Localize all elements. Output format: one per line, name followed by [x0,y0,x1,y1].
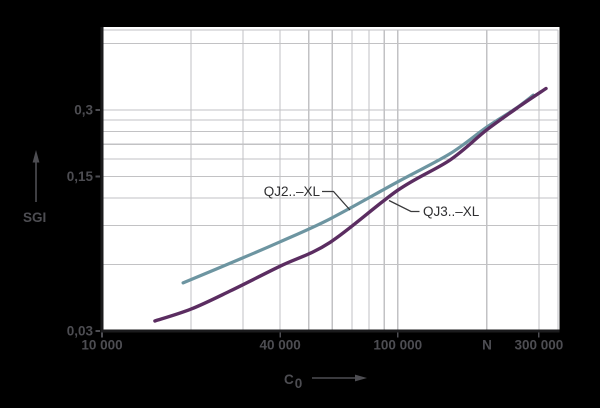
plot-area [100,27,560,332]
axes [100,27,560,333]
series-label-qj2: QJ2..–XL [264,184,321,199]
x-tick-label-40000: 40 000 [259,338,300,353]
x-tick-label-300000: 300 000 [515,338,564,353]
curves [153,86,548,323]
gridlines [102,29,559,331]
qj3-leader-line [388,199,420,213]
x-tick-label-100000: 100 000 [373,338,422,353]
axis-ticks [95,109,540,338]
x-tick-label-10000: 10 000 [81,338,122,353]
y-tick-label-003: 0,03 [67,324,94,339]
x-axis-unit: N [482,338,492,353]
y-tick-label-03: 0,3 [74,102,93,117]
x-axis-arrow-icon [312,374,367,382]
curve-qj3-xl [153,86,548,323]
y-tick-label-015: 0,15 [67,169,94,184]
y-axis-title: SGI [23,210,46,225]
series-label-qj3: QJ3..–XL [423,204,480,219]
qj2-leader-line [322,190,351,211]
axis-tick-labels: 10 000 40 000 100 000 300 000 0,3 0,15 0,03 [67,102,564,352]
x-axis-title: C0 [284,372,302,391]
y-axis-arrow-icon [32,150,40,202]
